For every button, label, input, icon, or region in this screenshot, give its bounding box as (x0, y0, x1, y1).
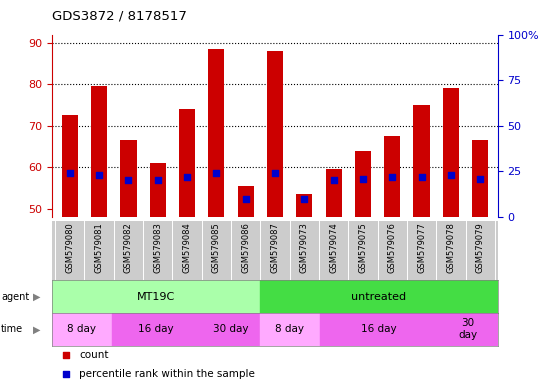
Point (359, 175, 367, 182)
Bar (296, 194, 312, 217)
Text: GSM579082: GSM579082 (124, 223, 133, 273)
Text: GSM579073: GSM579073 (300, 223, 309, 273)
Point (65, 170, 74, 176)
Bar (438, 313, 498, 346)
Bar (326, 169, 342, 217)
Point (183, 174, 191, 180)
Text: GSM579083: GSM579083 (153, 223, 162, 273)
Point (392, 275, 401, 281)
Text: 8 day: 8 day (68, 324, 96, 334)
Text: 16 day: 16 day (361, 324, 397, 334)
Text: agent: agent (1, 291, 29, 302)
Bar (443, 88, 459, 217)
Text: 8 day: 8 day (276, 324, 304, 334)
Bar (91, 86, 107, 217)
Bar (201, 313, 260, 346)
Point (124, 177, 133, 184)
Bar (208, 49, 224, 217)
Bar (179, 109, 195, 217)
Text: GSM579075: GSM579075 (359, 223, 367, 273)
Bar (62, 116, 78, 217)
Text: untreated: untreated (351, 291, 406, 302)
Text: time: time (1, 324, 23, 334)
Point (271, 170, 279, 176)
Bar (414, 105, 430, 217)
Bar (260, 280, 498, 313)
Text: GSM579077: GSM579077 (417, 223, 426, 273)
Bar (120, 140, 136, 217)
Point (388, 174, 397, 180)
Bar (112, 313, 201, 346)
Text: 30 day: 30 day (213, 324, 248, 334)
Bar (150, 163, 166, 217)
Point (153, 177, 162, 184)
Point (329, 177, 338, 184)
Text: GSM579087: GSM579087 (271, 223, 279, 273)
Text: ▶: ▶ (33, 324, 41, 334)
Bar (355, 151, 371, 217)
Text: GSM579074: GSM579074 (329, 223, 338, 273)
Text: GSM579086: GSM579086 (241, 223, 250, 273)
Text: count: count (79, 350, 108, 360)
Text: GSM579084: GSM579084 (183, 223, 191, 273)
Text: percentile rank within the sample: percentile rank within the sample (79, 369, 255, 379)
Text: GSM579079: GSM579079 (476, 223, 485, 273)
Text: ▶: ▶ (33, 291, 41, 302)
Point (95, 172, 103, 178)
Point (447, 172, 455, 178)
Text: MT19C: MT19C (137, 291, 175, 302)
Point (417, 174, 426, 180)
Point (476, 175, 485, 182)
Bar (267, 51, 283, 217)
Text: 30
day: 30 day (459, 318, 477, 340)
Text: 16 day: 16 day (139, 324, 174, 334)
Text: GSM579078: GSM579078 (447, 223, 455, 273)
Bar (52, 280, 260, 313)
Point (392, 100, 401, 106)
Point (300, 195, 309, 202)
Bar (260, 313, 320, 346)
Bar (238, 186, 254, 217)
Bar (472, 140, 488, 217)
Bar (320, 313, 438, 346)
Text: GDS3872 / 8178517: GDS3872 / 8178517 (52, 10, 187, 23)
Text: GSM579080: GSM579080 (65, 223, 74, 273)
Bar (384, 136, 400, 217)
Text: GSM579081: GSM579081 (95, 223, 103, 273)
Text: GSM579076: GSM579076 (388, 223, 397, 273)
Point (241, 195, 250, 202)
Point (212, 170, 221, 176)
Text: GSM579085: GSM579085 (212, 223, 221, 273)
Bar (52, 313, 112, 346)
